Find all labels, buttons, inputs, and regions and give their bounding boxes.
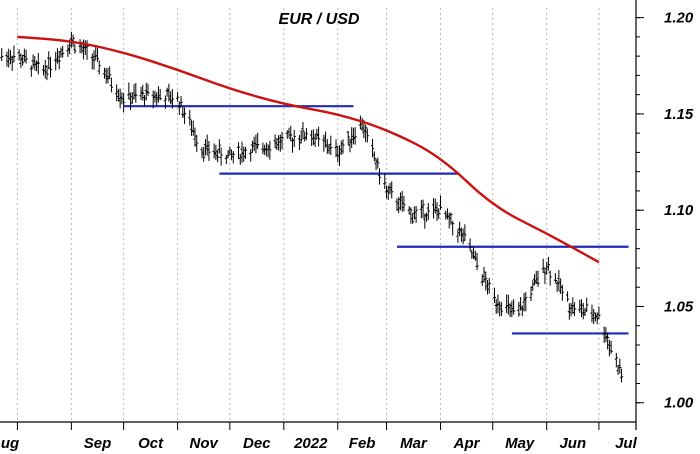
x-tick-label: Aug <box>0 435 19 452</box>
moving-average-line <box>17 35 600 264</box>
x-tick-label: Sep <box>84 435 112 452</box>
support-resistance-lines <box>123 105 629 335</box>
y-tick-label: 1.20 <box>664 10 694 27</box>
x-tick-label: Jul <box>615 435 638 452</box>
grid-lines <box>16 8 600 422</box>
x-tick-label: Oct <box>138 435 164 452</box>
y-tick-label: 1.10 <box>664 202 694 219</box>
x-tick-label: 2022 <box>293 435 328 452</box>
x-tick-label: Apr <box>453 435 481 452</box>
y-tick-label: 1.15 <box>664 106 694 123</box>
chart-title: EUR / USD <box>279 11 360 28</box>
x-tick-label: Jun <box>559 435 586 452</box>
x-tick-label: Feb <box>349 435 376 452</box>
x-tick-label: Mar <box>400 435 428 452</box>
x-tick-label: May <box>505 435 535 452</box>
x-tick-label: Dec <box>243 435 271 452</box>
price-bars <box>0 31 624 383</box>
moving-average <box>17 35 600 264</box>
x-tick-label: Nov <box>190 435 220 452</box>
y-tick-label: 1.00 <box>664 395 694 412</box>
y-tick-label: 1.05 <box>664 298 694 315</box>
